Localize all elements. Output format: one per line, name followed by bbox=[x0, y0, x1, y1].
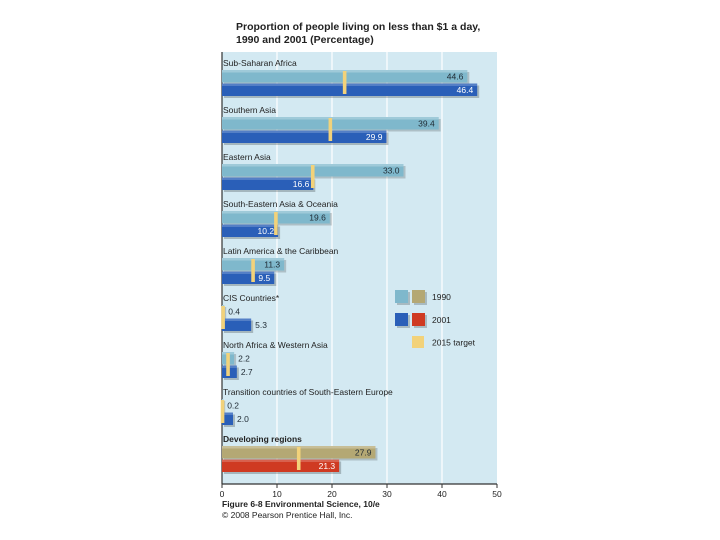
x-tick-label: 40 bbox=[437, 489, 447, 499]
bar-2001-highlight bbox=[222, 318, 252, 321]
bar-2001-highlight bbox=[222, 177, 314, 180]
target-2015-marker bbox=[221, 306, 225, 329]
category-label: Developing regions bbox=[223, 434, 302, 444]
value-label-1990: 0.4 bbox=[228, 307, 240, 317]
chart-title-line-2: 1990 and 2001 (Percentage) bbox=[236, 34, 374, 46]
bar-2001 bbox=[222, 130, 387, 143]
value-label-2001: 2.7 bbox=[241, 367, 253, 377]
category-label: Southern Asia bbox=[223, 105, 276, 115]
legend-1990-label: 1990 bbox=[432, 292, 451, 302]
value-label-2001: 29.9 bbox=[366, 132, 383, 142]
target-2015-marker bbox=[328, 118, 333, 141]
value-label-1990: 39.4 bbox=[418, 119, 435, 129]
figure-label: Figure 6-8 Environmental Science, 10/e bbox=[222, 499, 380, 509]
bar-2001 bbox=[222, 459, 340, 472]
value-label-2001: 21.3 bbox=[319, 461, 336, 471]
value-label-1990: 2.2 bbox=[238, 354, 250, 364]
bar-2001-highlight bbox=[222, 83, 478, 86]
legend-target-swatch bbox=[412, 336, 424, 348]
value-label-1990: 27.9 bbox=[355, 448, 372, 458]
figure-caption: Figure 6-8 Environmental Science, 10/e ©… bbox=[222, 499, 380, 521]
bar-2001-highlight bbox=[222, 459, 340, 462]
copyright-text: © 2008 Pearson Prentice Hall, Inc. bbox=[222, 510, 353, 520]
category-label: Sub-Saharan Africa bbox=[223, 58, 297, 68]
target-2015-marker bbox=[220, 400, 225, 423]
x-tick-label: 50 bbox=[492, 489, 502, 499]
chart-title: Proportion of people living on less than… bbox=[236, 21, 480, 47]
legend-target-label: 2015 target bbox=[432, 338, 476, 348]
target-2015-marker bbox=[342, 71, 347, 94]
value-label-1990: 0.2 bbox=[227, 401, 239, 411]
bar-1990-shadow bbox=[224, 401, 226, 414]
bar-2001-highlight bbox=[222, 412, 233, 415]
category-label: Latin America & the Caribbean bbox=[223, 246, 339, 256]
target-2015-marker bbox=[310, 165, 315, 188]
category-label: Transition countries of South-Eastern Eu… bbox=[223, 387, 393, 397]
legend-1990-swatch-total bbox=[412, 290, 425, 303]
value-label-2001: 16.6 bbox=[293, 179, 310, 189]
category-label: North Africa & Western Asia bbox=[223, 340, 328, 350]
value-label-2001: 5.3 bbox=[255, 320, 267, 330]
category-label: South-Eastern Asia & Oceania bbox=[223, 199, 338, 209]
legend-2001-swatch bbox=[395, 313, 408, 326]
chart-title-line-1: Proportion of people living on less than… bbox=[236, 21, 481, 33]
bar-2001 bbox=[222, 271, 275, 284]
bar-2001-highlight bbox=[222, 224, 279, 227]
legend-1990-swatch bbox=[395, 290, 408, 303]
bar-2001 bbox=[222, 83, 478, 96]
value-label-2001: 10.2 bbox=[258, 226, 275, 236]
target-2015-marker bbox=[251, 259, 255, 282]
bar-2001-highlight bbox=[222, 271, 275, 274]
value-label-1990: 19.6 bbox=[309, 213, 326, 223]
category-label: Eastern Asia bbox=[223, 152, 271, 162]
legend-2001-swatch-total bbox=[412, 313, 425, 326]
bar-1990-shadow bbox=[224, 307, 227, 320]
bar-2001 bbox=[222, 412, 233, 425]
x-tick-label: 20 bbox=[327, 489, 337, 499]
x-tick-label: 0 bbox=[220, 489, 225, 499]
value-label-1990: 44.6 bbox=[447, 72, 464, 82]
bar-2001 bbox=[222, 318, 252, 331]
value-label-1990: 11.3 bbox=[264, 260, 280, 270]
bar-2001-highlight bbox=[222, 130, 387, 133]
target-2015-marker bbox=[274, 212, 278, 235]
legend-2001-label: 2001 bbox=[432, 315, 451, 325]
value-label-2001: 2.0 bbox=[237, 414, 249, 424]
target-2015-marker bbox=[226, 353, 230, 376]
x-tick-label: 30 bbox=[382, 489, 392, 499]
value-label-2001: 9.5 bbox=[258, 273, 270, 283]
x-tick-label: 10 bbox=[272, 489, 282, 499]
value-label-1990: 33.0 bbox=[383, 166, 400, 176]
bar-2001 bbox=[222, 224, 279, 237]
category-label: CIS Countries* bbox=[223, 293, 280, 303]
target-2015-marker bbox=[296, 447, 301, 470]
bar-2001 bbox=[222, 177, 314, 190]
value-label-2001: 46.4 bbox=[457, 85, 474, 95]
